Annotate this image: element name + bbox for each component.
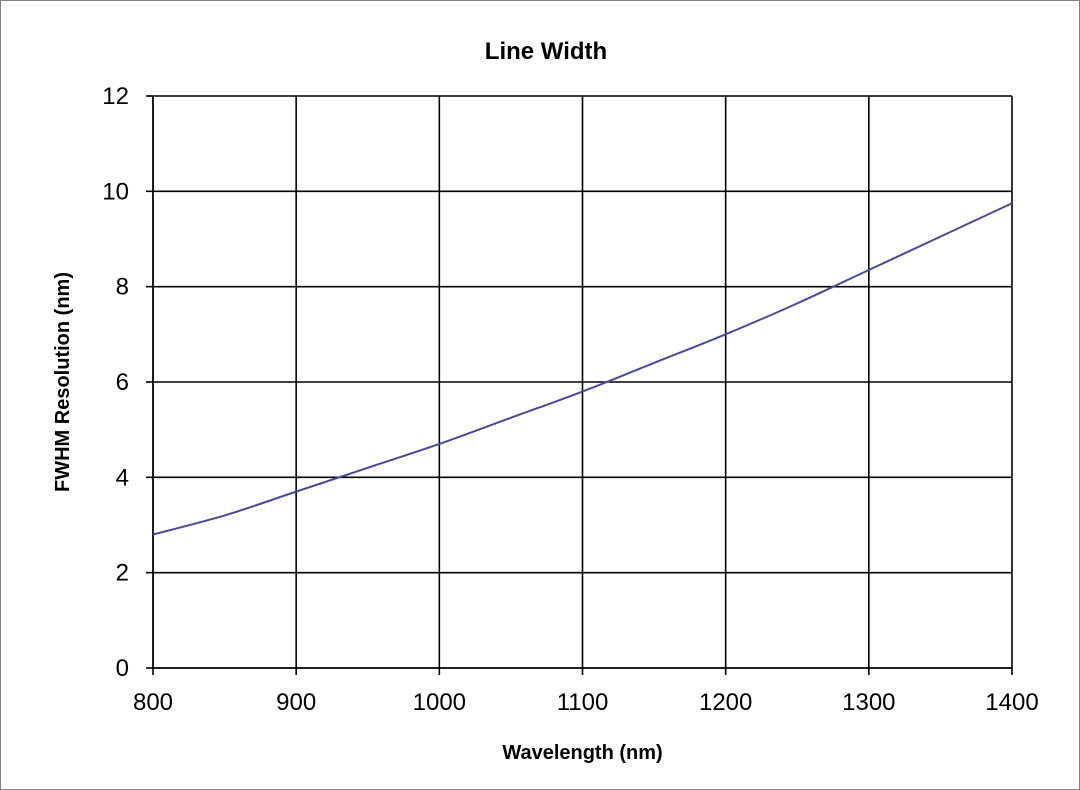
x-tick-label: 900 — [276, 689, 316, 716]
x-tick-label: 800 — [133, 689, 173, 716]
y-tick-label: 8 — [116, 274, 129, 301]
tick-labels: 0 2 4 6 8 10 12 800 900 1000 1100 1200 1300 1400 — [102, 83, 1038, 716]
y-tick-label: 6 — [116, 369, 129, 396]
x-axis-title: Wavelength (nm) — [502, 742, 662, 764]
x-tick-label: 1200 — [699, 689, 752, 716]
y-tick-label: 12 — [102, 83, 129, 110]
x-tick-label: 1400 — [985, 689, 1038, 716]
y-axis-title: FWHM Resolution (nm) — [52, 272, 74, 492]
y-tick-label: 4 — [116, 464, 129, 491]
y-tick-label: 0 — [116, 655, 129, 682]
chart-title: Line Width — [485, 38, 607, 65]
axes — [146, 95, 1013, 675]
x-tick-label: 1100 — [557, 689, 609, 716]
y-tick-label: 10 — [102, 178, 129, 205]
series-line — [152, 202, 1013, 536]
x-tick-label: 1000 — [413, 689, 466, 716]
x-tick-label: 1300 — [842, 689, 895, 716]
grid — [153, 95, 1013, 668]
y-tick-label: 2 — [116, 560, 129, 587]
series-layer — [152, 202, 1013, 536]
